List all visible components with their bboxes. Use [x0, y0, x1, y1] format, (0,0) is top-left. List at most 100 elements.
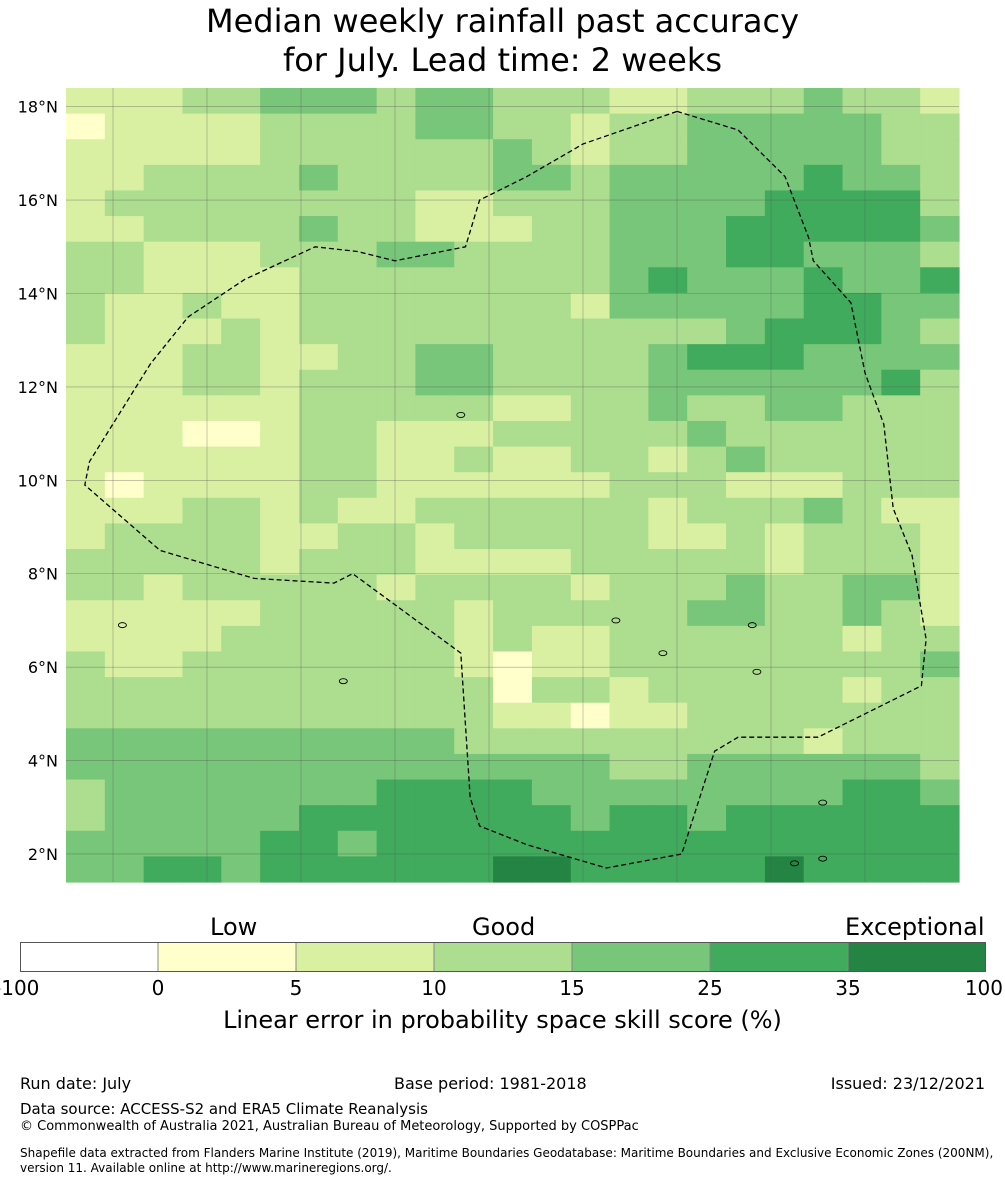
heatmap-cell	[920, 241, 960, 268]
heatmap-cell	[687, 190, 727, 217]
heatmap-cell	[881, 318, 921, 345]
heatmap-cell	[143, 216, 184, 243]
longitude-tick-label: 164°E	[371, 891, 420, 892]
heatmap-cell	[376, 677, 417, 704]
heatmap-cell	[104, 574, 145, 601]
heatmap-cell	[415, 600, 455, 627]
heatmap-cell	[920, 549, 960, 576]
heatmap-cell	[726, 523, 766, 550]
heatmap-cell	[570, 139, 611, 166]
heatmap-cell	[260, 420, 300, 448]
heatmap-cell	[687, 344, 727, 371]
longitude-tick-label: 166°E	[465, 891, 514, 892]
heatmap-cell	[920, 318, 960, 345]
heatmap-cell	[531, 728, 572, 755]
heatmap-cell	[842, 651, 882, 678]
heatmap-cell	[648, 420, 688, 448]
heatmap-cell	[221, 395, 261, 422]
heatmap-cell	[260, 497, 300, 525]
heatmap-cell	[298, 779, 339, 806]
heatmap-cell	[687, 830, 727, 857]
longitude-tick-label: 160°E	[183, 891, 232, 892]
heatmap-cell	[260, 651, 300, 678]
heatmap-cell	[531, 651, 572, 678]
heatmap-cell	[842, 139, 882, 166]
heatmap-cell	[764, 830, 805, 857]
heatmap-cell	[648, 292, 688, 320]
heatmap-cell	[415, 139, 455, 166]
heatmap-cell	[726, 344, 766, 371]
heatmap-cell	[415, 651, 455, 678]
heatmap-cell	[66, 753, 106, 781]
heatmap-cell	[648, 523, 688, 550]
heatmap-cell	[842, 267, 882, 294]
heatmap-cell	[221, 420, 261, 448]
heatmap-cell	[376, 549, 417, 576]
heatmap-cell	[687, 472, 727, 499]
heatmap-cell	[687, 600, 727, 627]
heatmap-cell	[415, 549, 455, 576]
heatmap-cell	[764, 369, 805, 396]
heatmap-cell	[415, 805, 455, 832]
heatmap-cell	[726, 318, 766, 345]
heatmap-cell	[842, 677, 882, 704]
heatmap-cell	[493, 549, 533, 576]
heatmap-cell	[143, 574, 184, 601]
heatmap-cell	[493, 472, 533, 499]
heatmap-cell	[376, 779, 417, 806]
heatmap-cell	[842, 446, 882, 473]
heatmap-cell	[298, 344, 339, 371]
heatmap-cell	[66, 420, 106, 448]
heatmap-cell	[376, 753, 417, 781]
heatmap-cell	[260, 472, 300, 499]
heatmap-cell	[415, 292, 455, 320]
heatmap-cell	[609, 497, 649, 525]
heatmap-cell	[298, 856, 339, 883]
heatmap-cell	[260, 164, 300, 192]
heatmap-cell	[298, 677, 339, 704]
heatmap-cells	[66, 88, 960, 883]
heatmap-cell	[803, 805, 844, 832]
heatmap-cell	[182, 753, 222, 781]
heatmap-cell	[221, 88, 261, 115]
heatmap-cell	[182, 600, 222, 627]
heatmap-cell	[764, 753, 805, 781]
heatmap-cell	[415, 728, 455, 755]
heatmap-cell	[415, 420, 455, 448]
heatmap-cell	[570, 369, 611, 396]
heatmap-cell	[143, 164, 184, 192]
heatmap-cell	[570, 395, 611, 422]
heatmap-cell	[454, 88, 494, 115]
heatmap-cell	[260, 446, 300, 473]
heatmap-cell	[376, 241, 417, 268]
colorbar-segment	[433, 942, 573, 972]
heatmap-cell	[104, 805, 145, 832]
heatmap-cell	[415, 369, 455, 396]
heatmap-cell	[920, 702, 960, 729]
heatmap-cell	[376, 395, 417, 422]
heatmap-cell	[920, 139, 960, 166]
heatmap-cell	[842, 702, 882, 729]
heatmap-cell	[143, 753, 184, 781]
heatmap-cell	[648, 805, 688, 832]
heatmap-cell	[143, 600, 184, 627]
heatmap-cell	[842, 292, 882, 320]
heatmap-cell	[493, 395, 533, 422]
heatmap-cell	[298, 574, 339, 601]
heatmap-cell	[337, 344, 378, 371]
heatmap-cell	[687, 369, 727, 396]
heatmap-cell	[260, 856, 300, 883]
heatmap-cell	[648, 113, 688, 140]
heatmap-cell	[609, 395, 649, 422]
heatmap-cell	[454, 216, 494, 243]
heatmap-cell	[648, 164, 688, 192]
heatmap-cell	[881, 830, 921, 857]
heatmap-cell	[726, 420, 766, 448]
heatmap-cell	[104, 600, 145, 627]
heatmap-cell	[337, 523, 378, 550]
heatmap-cell	[920, 779, 960, 806]
heatmap-cell	[764, 216, 805, 243]
island-outline	[818, 855, 828, 862]
heatmap-cell	[182, 241, 222, 268]
heatmap-cell	[764, 420, 805, 448]
